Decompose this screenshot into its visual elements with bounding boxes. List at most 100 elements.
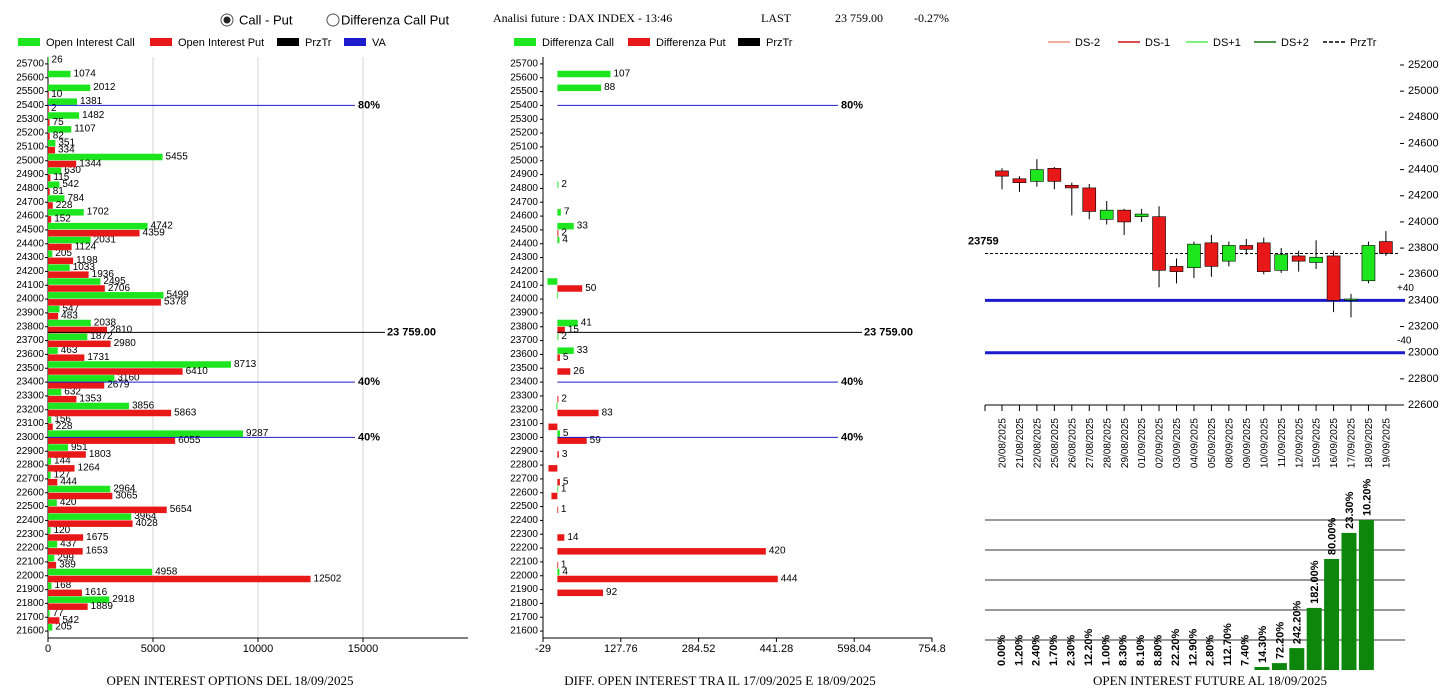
x-tick-label: 17/09/2025 xyxy=(1347,418,1358,468)
va-label: 80% xyxy=(841,99,863,111)
candle-body xyxy=(1291,255,1306,262)
bar-label: 22.20% xyxy=(1170,628,1182,666)
bar xyxy=(48,458,52,465)
va-label: 40% xyxy=(358,376,380,388)
candle-body xyxy=(1309,256,1323,263)
bar xyxy=(48,222,148,230)
va-label: 40% xyxy=(841,376,863,388)
value-label: 1 xyxy=(561,483,567,494)
bar xyxy=(48,84,91,92)
bar xyxy=(48,513,132,520)
bar xyxy=(48,174,51,182)
bar xyxy=(48,202,53,209)
bar xyxy=(48,582,52,590)
bar-label: 2.80% xyxy=(1205,635,1217,666)
bar xyxy=(557,368,571,375)
chart-title: DIFF. OPEN INTEREST TRA IL 17/09/2025 E … xyxy=(564,673,875,688)
bar xyxy=(48,409,172,417)
value-label: 2980 xyxy=(114,338,137,349)
radio-label[interactable]: Call - Put xyxy=(239,12,293,27)
bar xyxy=(557,548,766,555)
bar xyxy=(48,368,183,375)
bar xyxy=(1306,607,1322,670)
bar xyxy=(1289,648,1305,670)
y-tick-label: 23100 xyxy=(16,418,44,429)
bar xyxy=(48,478,58,486)
legend-swatch xyxy=(738,38,760,46)
bar xyxy=(48,527,51,534)
y-tick-label: 23000 xyxy=(510,432,538,443)
bar xyxy=(557,568,560,576)
bar-label: 80.00% xyxy=(1327,517,1339,555)
bar xyxy=(48,624,53,631)
bar xyxy=(48,278,101,285)
x-tick-label: 10000 xyxy=(243,643,274,655)
y-tick-label: 23000 xyxy=(16,432,44,443)
y-tick-label: 23000 xyxy=(1408,347,1439,359)
value-label: 351 xyxy=(58,138,75,149)
value-label: 420 xyxy=(60,497,77,508)
value-label: 33 xyxy=(577,345,589,356)
chart-title: OPEN INTEREST OPTIONS DEL 18/09/2025 xyxy=(107,673,354,688)
bar xyxy=(48,347,58,354)
value-label: 1675 xyxy=(86,532,109,543)
przTr-label: 23 759.00 xyxy=(864,326,913,338)
bar xyxy=(48,195,65,202)
bar xyxy=(48,589,82,597)
y-tick-label: 23700 xyxy=(510,335,538,346)
radio-label[interactable]: Differenza Call Put xyxy=(341,12,450,27)
value-label: 542 xyxy=(62,179,79,190)
value-label: 10 xyxy=(51,89,63,100)
bar xyxy=(48,423,53,431)
y-tick-label: 25500 xyxy=(510,86,538,97)
legend-label: Differenza Call xyxy=(542,37,614,49)
y-tick-label: 21800 xyxy=(510,598,538,609)
y-tick-label: 22600 xyxy=(16,487,44,498)
bar xyxy=(48,471,51,479)
value-label: 2031 xyxy=(94,234,117,245)
legend-swatch xyxy=(277,38,299,46)
bar-label: 12.20% xyxy=(1083,628,1095,666)
bar-label: 1.20% xyxy=(1013,635,1025,666)
y-tick-label: 21700 xyxy=(16,612,44,623)
y-tick-label: 22100 xyxy=(510,557,538,568)
bar xyxy=(48,292,164,299)
value-label: 630 xyxy=(64,165,81,176)
va-label: 40% xyxy=(841,431,863,443)
legend-label: DS+2 xyxy=(1281,37,1309,49)
bar xyxy=(557,485,559,493)
y-tick-label: 25200 xyxy=(510,128,538,139)
y-tick-label: 25100 xyxy=(16,142,44,153)
header-title: Analisi future : DAX INDEX - 13:46 xyxy=(493,11,672,25)
y-tick-label: 22700 xyxy=(510,474,538,485)
value-label: 2 xyxy=(561,179,567,190)
bar xyxy=(556,292,558,299)
bar-label: 14.30% xyxy=(1257,625,1269,663)
y-tick-label: 21900 xyxy=(16,584,44,595)
y-tick-label: 25700 xyxy=(510,59,538,70)
y-tick-label: 24200 xyxy=(510,266,538,277)
candle-body xyxy=(1222,245,1236,262)
radio-button[interactable] xyxy=(326,13,340,27)
value-label: 334 xyxy=(58,145,75,156)
value-label: 389 xyxy=(59,560,76,571)
y-tick-label: 23700 xyxy=(16,335,44,346)
y-tick-label: 22000 xyxy=(16,570,44,581)
bar xyxy=(557,589,604,597)
y-tick-label: 24400 xyxy=(16,238,44,249)
x-tick-label: 12/09/2025 xyxy=(1294,418,1305,468)
value-label: 6055 xyxy=(178,435,201,446)
value-label: 437 xyxy=(60,539,77,550)
bar xyxy=(48,326,108,334)
bar xyxy=(48,285,105,292)
value-label: 50 xyxy=(585,283,597,294)
y-tick-label: 23200 xyxy=(510,404,538,415)
przTr-label: 23 759.00 xyxy=(387,326,436,338)
x-tick-label: 02/09/2025 xyxy=(1155,418,1166,468)
y-tick-label: 24900 xyxy=(510,169,538,180)
bar xyxy=(48,105,49,112)
y-tick-label: 22800 xyxy=(510,460,538,471)
candle-body xyxy=(1152,216,1166,271)
y-tick-label: 22400 xyxy=(510,515,538,526)
y-tick-label: 22100 xyxy=(16,557,44,568)
